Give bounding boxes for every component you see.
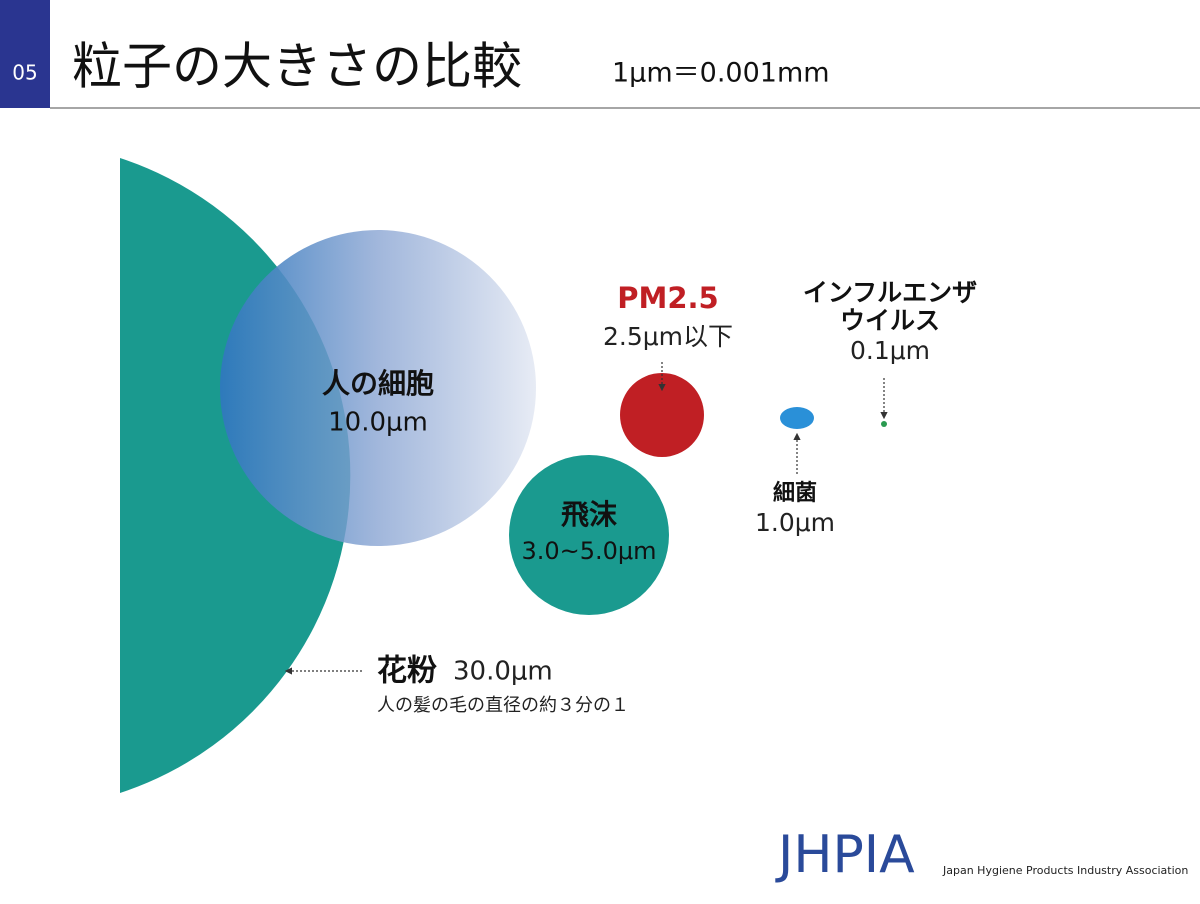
particle-name: PM2.5	[617, 281, 719, 315]
droplet-circle	[509, 455, 669, 615]
particle-name: 飛沫	[561, 498, 617, 531]
organization: Japan Hygiene Products Industry Associat…	[942, 864, 1188, 877]
slide-number-box	[0, 0, 50, 108]
particle-note: 人の髪の毛の直径の約３分の１	[377, 694, 629, 716]
unit-note: 1μm＝0.001mm	[612, 58, 830, 89]
logo: JHPIA	[775, 825, 915, 885]
particle-name: 花粉	[377, 654, 437, 689]
cell-circle	[220, 230, 536, 546]
pm25-circle	[620, 373, 704, 457]
particle-size: 3.0~5.0μm	[521, 537, 656, 565]
particle-name: 細菌	[773, 480, 817, 506]
arrows	[284, 362, 888, 675]
particle-name: インフルエンザ	[803, 278, 977, 307]
particle-name: 人の細胞	[322, 367, 434, 400]
slide-number: 05	[12, 61, 37, 85]
particle-size: 0.1μm	[850, 336, 930, 365]
particle-size: 10.0μm	[328, 408, 428, 438]
title: 粒子の大きさの比較	[72, 38, 522, 96]
particle-size: 30.0μm	[453, 657, 553, 687]
particle-size: 1.0μm	[755, 508, 835, 537]
bacteria-ellipse	[780, 407, 814, 429]
particle-size: 2.5μm以下	[603, 322, 733, 351]
virus-dot	[881, 421, 887, 427]
particle-name: ウイルス	[840, 306, 940, 335]
